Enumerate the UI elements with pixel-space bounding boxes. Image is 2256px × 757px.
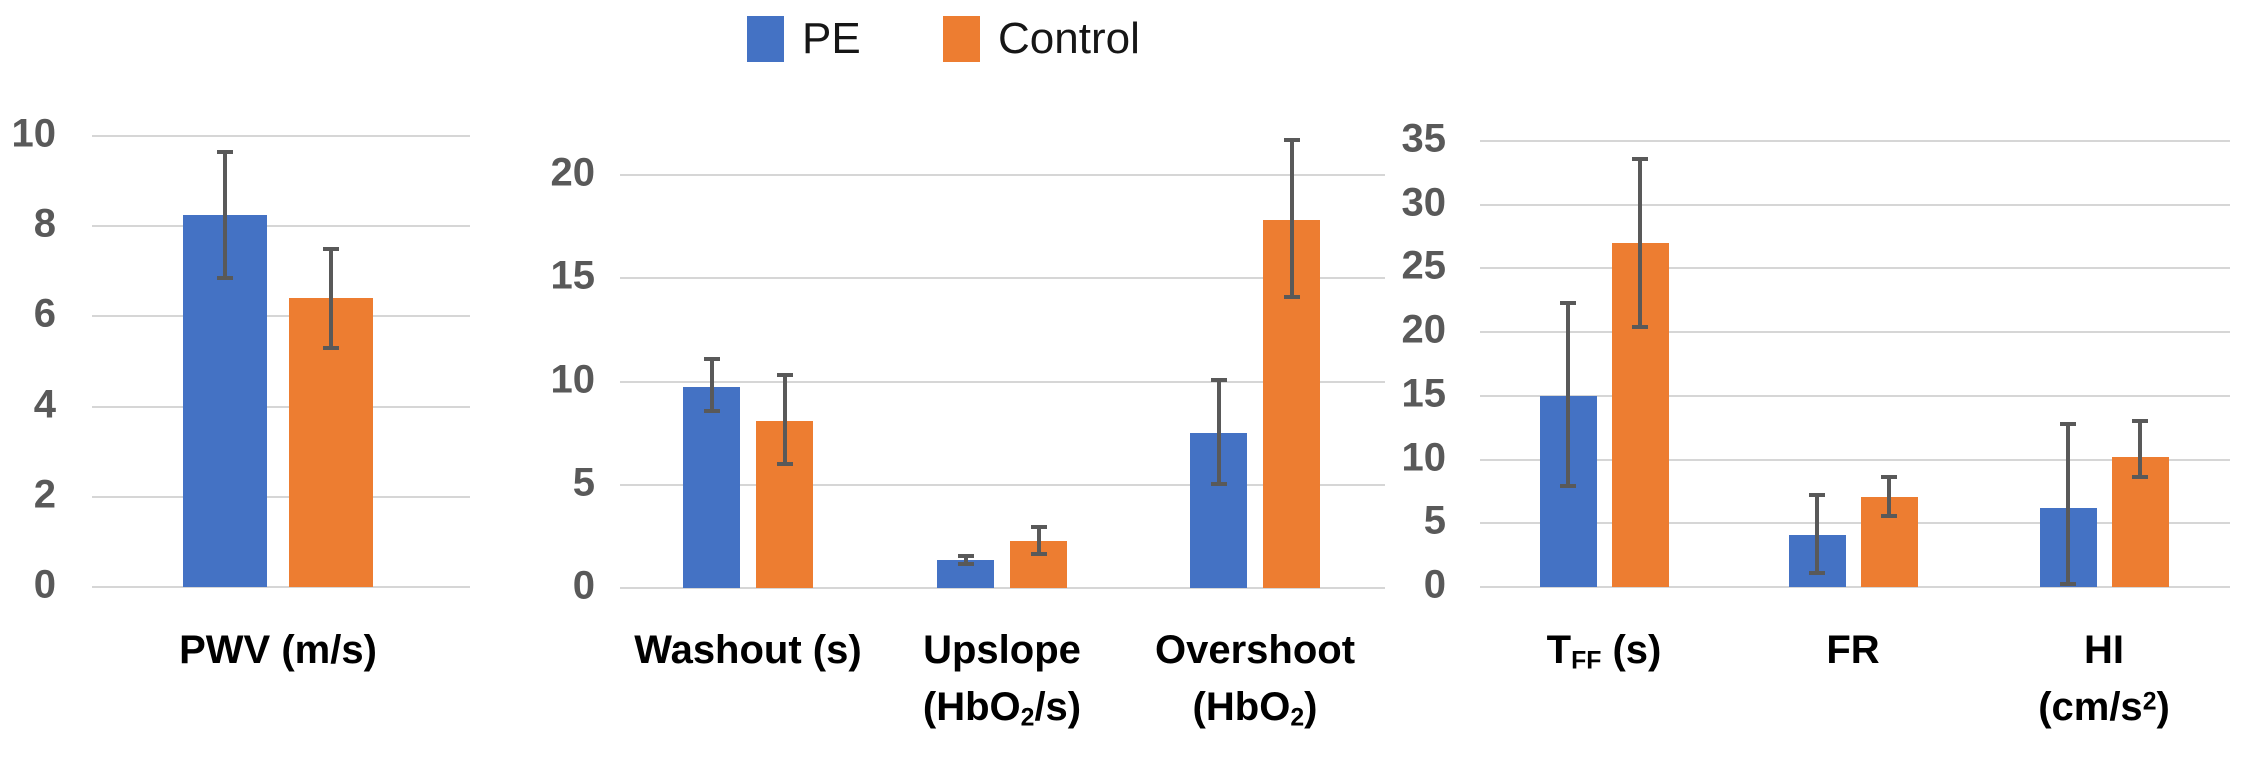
error-cap-top-control-overshoot-hbo-2 — [1283, 137, 1300, 142]
error-cap-top-pe-hi-cm-s-2 — [2060, 421, 2076, 426]
y-axis-tick-8: 8 — [33, 201, 56, 246]
error-cap-bottom-control-pwv-m-s — [323, 345, 339, 350]
legend-swatch-control-icon — [943, 16, 980, 62]
gridline-5 — [1480, 522, 2230, 525]
category-label-overshoot-hbo-2: Overshoot (HbO2) — [1154, 628, 1356, 732]
y-axis-tick-25: 25 — [1401, 244, 1447, 289]
y-axis-tick-4: 4 — [33, 382, 56, 427]
gridline-10 — [1480, 458, 2230, 461]
error-cap-bottom-pe-pwv-m-s — [217, 276, 233, 281]
error-cap-bottom-pe-overshoot-hbo-2 — [1210, 481, 1227, 486]
y-axis-tick-10: 10 — [550, 357, 596, 402]
error-cap-bottom-control-washout-s — [776, 462, 793, 467]
error-cap-bottom-control-overshoot-hbo-2 — [1283, 294, 1300, 299]
error-bar-control-pwv-m-s — [329, 248, 333, 348]
error-bar-pe-upslope-hbo-2-s — [963, 555, 968, 565]
gridline-20 — [1480, 331, 2230, 334]
legend-swatch-pe-icon — [747, 16, 784, 62]
y-axis-tick-15: 15 — [550, 253, 596, 298]
gridline-25 — [1480, 267, 2230, 270]
y-axis-tick-5: 5 — [572, 460, 595, 505]
y-axis-tick-20: 20 — [1401, 307, 1447, 352]
y-axis-tick-2: 2 — [33, 472, 56, 517]
legend-item-control: Control — [943, 14, 1140, 63]
gridline-2 — [92, 495, 470, 498]
error-bar-control-t-ff-s — [1638, 158, 1642, 328]
category-label-hi-cm-s-2: HI (cm/s2) — [2038, 628, 2170, 729]
error-bar-pe-t-ff-s — [1566, 302, 1570, 487]
error-cap-bottom-pe-upslope-hbo-2-s — [957, 562, 974, 567]
error-cap-top-control-washout-s — [776, 373, 793, 378]
error-cap-bottom-control-upslope-hbo-2-s — [1030, 551, 1047, 556]
error-cap-bottom-pe-t-ff-s — [1560, 484, 1576, 489]
error-cap-top-pe-washout-s — [703, 356, 720, 361]
legend-item-pe: PE — [747, 14, 861, 63]
error-bar-control-washout-s — [782, 375, 787, 465]
y-axis-tick-10: 10 — [11, 111, 57, 156]
error-cap-bottom-control-t-ff-s — [1632, 325, 1648, 330]
error-cap-top-pe-upslope-hbo-2-s — [957, 553, 974, 558]
y-axis-tick-0: 0 — [33, 562, 56, 607]
category-label-washout-s: Washout (s) — [634, 628, 862, 672]
error-cap-top-control-pwv-m-s — [323, 246, 339, 251]
gridline-5 — [620, 483, 1385, 486]
error-bar-pe-pwv-m-s — [223, 151, 227, 279]
error-cap-bottom-pe-hi-cm-s-2 — [2060, 582, 2076, 587]
error-cap-top-pe-fr — [1809, 493, 1825, 498]
y-axis-tick-5: 5 — [1423, 498, 1446, 543]
error-bar-pe-overshoot-hbo-2 — [1216, 380, 1221, 484]
legend-label-pe: PE — [802, 14, 861, 63]
error-bar-control-hi-cm-s-2 — [2138, 421, 2142, 478]
gridline-15 — [620, 277, 1385, 280]
y-axis-tick-15: 15 — [1401, 371, 1447, 416]
y-axis-tick-30: 30 — [1401, 180, 1447, 225]
gridline-0 — [620, 587, 1385, 589]
y-axis-tick-0: 0 — [1423, 562, 1446, 607]
y-axis-tick-20: 20 — [550, 150, 596, 195]
error-cap-top-control-t-ff-s — [1632, 156, 1648, 161]
gridline-30 — [1480, 203, 2230, 206]
gridline-10 — [92, 135, 470, 137]
error-cap-bottom-control-hi-cm-s-2 — [2132, 475, 2148, 480]
legend-label-control: Control — [998, 14, 1140, 63]
error-cap-top-pe-t-ff-s — [1560, 300, 1576, 305]
gridline-10 — [620, 380, 1385, 383]
bar-pe-washout-s — [683, 386, 740, 588]
category-label-upslope-hbo-2-s: Upslope (HbO2/s) — [922, 628, 1082, 732]
gridline-8 — [92, 225, 470, 228]
error-bar-pe-fr — [1815, 495, 1819, 573]
y-axis-tick-0: 0 — [572, 563, 595, 608]
error-bar-pe-hi-cm-s-2 — [2066, 423, 2070, 585]
error-cap-top-pe-overshoot-hbo-2 — [1210, 378, 1227, 383]
gridline-6 — [92, 315, 470, 318]
gridline-4 — [92, 405, 470, 408]
gridline-0 — [92, 586, 470, 588]
y-axis-tick-35: 35 — [1401, 116, 1447, 161]
gridline-20 — [620, 174, 1385, 176]
error-cap-bottom-control-fr — [1881, 513, 1897, 518]
gridline-35 — [1480, 140, 2230, 142]
error-bar-pe-washout-s — [709, 358, 714, 412]
y-axis-tick-6: 6 — [33, 292, 56, 337]
error-cap-top-control-upslope-hbo-2-s — [1030, 525, 1047, 530]
category-label-pwv-m-s: PWV (m/s) — [179, 628, 377, 672]
error-cap-bottom-pe-fr — [1809, 570, 1825, 575]
category-label-fr: FR — [1826, 628, 1880, 672]
y-axis-tick-10: 10 — [1401, 435, 1447, 480]
error-cap-top-control-hi-cm-s-2 — [2132, 419, 2148, 424]
error-cap-bottom-pe-washout-s — [703, 409, 720, 414]
error-cap-top-pe-pwv-m-s — [217, 149, 233, 154]
gridline-0 — [1480, 586, 2230, 588]
error-bar-control-upslope-hbo-2-s — [1036, 527, 1041, 554]
error-cap-top-control-fr — [1881, 475, 1897, 480]
error-bar-control-overshoot-hbo-2 — [1289, 139, 1294, 297]
category-label-t-ff-s: TFF (s) — [1546, 628, 1662, 675]
gridline-15 — [1480, 394, 2230, 397]
error-bar-control-fr — [1887, 477, 1891, 516]
